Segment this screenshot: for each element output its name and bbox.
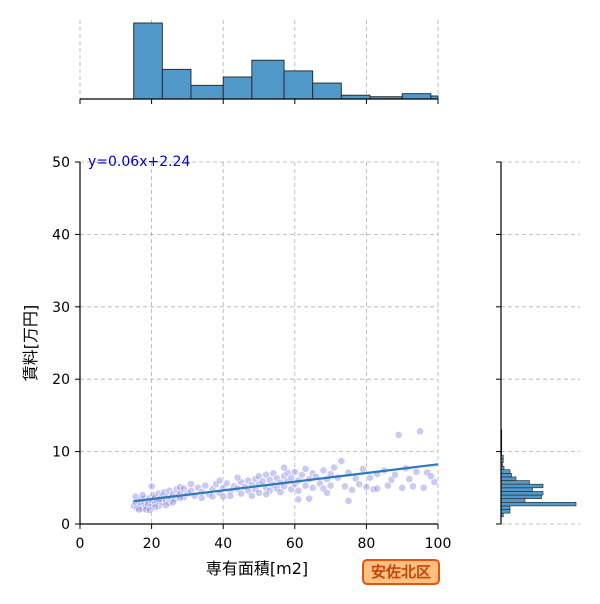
right-hist-bar — [500, 476, 517, 481]
top-hist-bar — [312, 82, 342, 100]
scatter-point — [187, 480, 195, 489]
scatter-point — [247, 491, 256, 500]
scatter-point — [383, 481, 392, 490]
scatter-point — [308, 483, 317, 492]
x-tick-label: 0 — [76, 536, 85, 552]
top-hist-bar — [190, 84, 224, 100]
y-tick-label: 30 — [52, 300, 70, 316]
scatter-point — [301, 481, 310, 490]
scatter-point — [358, 465, 367, 473]
right-hist-bar — [500, 483, 544, 489]
scatter-point — [330, 463, 339, 472]
right-hist-bar — [500, 469, 511, 474]
right-hist-bar — [500, 498, 526, 503]
right-hist-bar — [500, 505, 511, 510]
top-hist-bar — [222, 76, 253, 100]
right-histogram — [496, 161, 580, 525]
x-tick-label: 20 — [143, 536, 161, 552]
scatter-point — [258, 477, 267, 486]
district-badge: 安佐北区 — [362, 559, 440, 585]
scatter-point — [337, 457, 346, 465]
scatter-point — [323, 488, 331, 497]
scatter-point — [366, 473, 374, 482]
scatter-point — [405, 475, 414, 484]
regression-line-group — [133, 463, 439, 503]
y-tick-label: 10 — [52, 445, 70, 461]
scatter-point — [355, 480, 364, 489]
scatter-point — [305, 494, 314, 503]
x-tick-label: 100 — [425, 536, 452, 552]
scatter-point — [147, 482, 156, 491]
scatter-point — [419, 483, 428, 492]
y-tick-label: 0 — [61, 517, 70, 533]
scatter-point — [373, 484, 382, 493]
scatter-point — [326, 481, 335, 490]
scatter-point — [131, 492, 140, 501]
y-tick-label: 40 — [52, 227, 70, 243]
right-hist-bar — [500, 491, 544, 496]
scatter-point — [348, 486, 356, 494]
scatter-point — [409, 482, 417, 491]
right-hist-bar — [500, 501, 577, 507]
scatter-point — [416, 427, 424, 436]
scatter-point — [222, 479, 231, 488]
y-tick-label: 50 — [52, 155, 70, 171]
scatter-point — [394, 431, 403, 439]
scatter-point — [197, 494, 206, 502]
right-hist-bar — [500, 494, 542, 499]
right-hist-bar — [500, 480, 530, 485]
scatter-point — [412, 467, 421, 476]
scatter-point — [290, 467, 299, 476]
x-tick-label: 80 — [357, 536, 375, 552]
scatter-point — [341, 482, 349, 491]
scatter-point — [255, 488, 263, 497]
scatter-point — [430, 478, 439, 486]
scatter-point — [301, 465, 310, 473]
x-tick-label: 40 — [214, 536, 232, 552]
scatter-point — [344, 496, 353, 505]
scatter-point — [162, 501, 170, 510]
top-hist-bar — [401, 93, 432, 100]
scatter-point — [426, 472, 435, 481]
y-tick-label: 20 — [52, 372, 70, 388]
top-hist-bar — [251, 59, 285, 100]
scatter-point — [208, 492, 217, 501]
regression-line — [133, 463, 439, 503]
top-hist-bar — [133, 22, 163, 100]
x-tick-label: 60 — [286, 536, 304, 552]
right-hist-bar — [500, 487, 533, 492]
y-axis-title: 賃料[万円] — [21, 305, 40, 382]
scatter-point — [219, 492, 228, 501]
scatter-point — [391, 470, 399, 479]
scatter-point — [362, 483, 371, 491]
scatter-point — [138, 491, 147, 499]
scatter-point — [169, 498, 177, 507]
scatter-point — [135, 505, 143, 514]
scatter-point — [294, 486, 303, 495]
right-hist-bar — [500, 473, 512, 478]
main-axes: 0 20 40 60 80 100 0 10 20 30 40 50 — [52, 155, 451, 552]
scatter-point — [237, 489, 245, 498]
scatter-point — [201, 481, 210, 490]
x-axis-title: 専有面積[m2] — [206, 559, 308, 578]
scatter-point — [262, 490, 271, 499]
scatter-point — [233, 473, 242, 482]
top-histogram — [79, 20, 439, 104]
scatter-point — [280, 463, 288, 472]
scatter-point — [145, 506, 154, 515]
scatter-point — [276, 488, 285, 497]
scatter-point — [215, 476, 224, 485]
scatter-point — [319, 466, 328, 475]
right-hist-bar — [500, 509, 511, 514]
regression-equation-label: y=0.06x+2.24 — [88, 154, 190, 170]
scatter-point — [294, 495, 303, 504]
scatter-point — [398, 483, 407, 492]
top-hist-bar — [161, 68, 192, 100]
top-hist-bar — [283, 70, 314, 100]
scatter-point — [226, 491, 235, 500]
scatter-point — [298, 470, 306, 479]
